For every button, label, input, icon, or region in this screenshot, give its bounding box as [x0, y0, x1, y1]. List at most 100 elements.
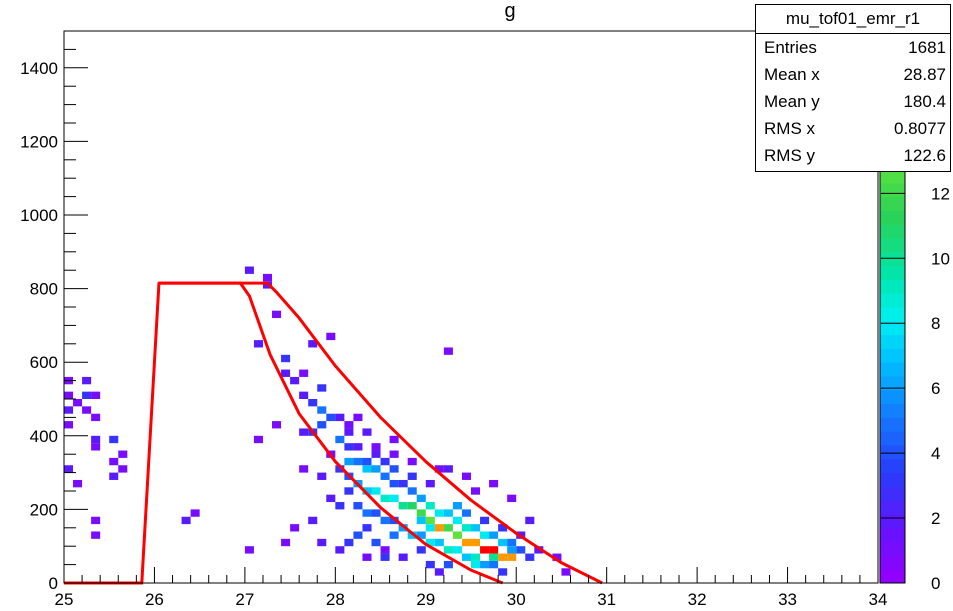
histogram-cell — [407, 502, 417, 510]
y-tick-label: 0 — [49, 574, 58, 593]
histogram-cell — [109, 472, 119, 480]
histogram-cell — [489, 479, 499, 488]
histogram-cell — [244, 546, 254, 554]
histogram-cell — [371, 443, 381, 451]
histogram-cell — [461, 472, 471, 480]
stats-label: Entries — [764, 38, 817, 57]
histogram-cell — [362, 457, 372, 466]
palette-band — [880, 527, 905, 543]
palette-band — [880, 182, 905, 198]
y-tick-label: 200 — [30, 500, 58, 519]
histogram-cell — [507, 538, 517, 547]
x-tick-label: 34 — [869, 590, 888, 609]
histogram-cell — [326, 494, 336, 503]
histogram-cell — [516, 546, 526, 554]
histogram-cell — [443, 509, 453, 517]
histogram-cell — [452, 531, 462, 539]
histogram-cell — [190, 509, 200, 517]
histogram-cell — [91, 443, 101, 451]
palette-band — [880, 362, 905, 377]
palette-band — [880, 169, 905, 184]
stats-row-mean-y: Mean y 180.4 — [756, 88, 950, 115]
stats-row-rms-x: RMS x 0.8077 — [756, 115, 950, 142]
stats-row-entries: Entries 1681 — [756, 34, 950, 61]
stats-value: 0.8077 — [894, 119, 946, 138]
histogram-cell — [362, 524, 372, 532]
palette-band — [880, 555, 905, 570]
palette-band — [880, 224, 905, 239]
histogram-cell — [91, 391, 101, 399]
palette-band — [880, 486, 905, 501]
histogram-cell — [452, 546, 462, 554]
cut-lines — [64, 281, 603, 585]
histogram-cell — [253, 340, 263, 348]
histogram-cell — [407, 472, 417, 480]
palette-band — [880, 445, 905, 460]
cut-line — [158, 281, 603, 585]
x-tick-label: 33 — [778, 590, 797, 609]
histogram-cell — [525, 553, 535, 561]
stats-row-mean-x: Mean x 28.87 — [756, 61, 950, 88]
histogram-cell — [443, 560, 453, 569]
histogram-cell — [443, 524, 453, 532]
y-tick-label: 800 — [30, 280, 58, 299]
palette-band — [880, 472, 905, 487]
histogram-cell — [335, 546, 345, 554]
histogram-cell — [443, 546, 453, 554]
x-tick-label: 25 — [55, 590, 74, 609]
histogram-cell — [416, 509, 426, 517]
histogram-cell — [434, 509, 444, 517]
histogram-cell — [461, 524, 471, 532]
histogram-cell — [498, 524, 508, 532]
histogram-cell — [317, 472, 327, 480]
palette-tick-label: 0 — [931, 574, 940, 593]
histogram-cell — [389, 494, 399, 503]
histogram-cell — [480, 531, 490, 539]
histogram-cell — [425, 524, 435, 532]
histogram-cell — [489, 531, 499, 539]
palette-band — [880, 307, 905, 322]
stats-label: RMS x — [764, 119, 815, 138]
histogram-cell — [498, 568, 508, 576]
histogram-cell — [380, 457, 390, 466]
histogram-cell — [434, 524, 444, 532]
stats-label: Mean y — [764, 92, 820, 111]
palette-band — [880, 376, 905, 391]
stats-value: 1681 — [908, 38, 946, 57]
histogram-cell — [91, 413, 101, 422]
histogram-cell — [353, 443, 363, 451]
x-tick-label: 26 — [145, 590, 164, 609]
histogram-cell — [389, 531, 399, 539]
palette-tick-label: 8 — [931, 314, 940, 333]
y-tick-label: 1400 — [20, 59, 58, 78]
histogram-cell — [471, 524, 481, 532]
histogram-cell — [434, 465, 444, 473]
histogram-cell — [362, 509, 372, 517]
histogram-cell — [507, 553, 517, 561]
y-tick-label: 600 — [30, 353, 58, 372]
histogram-cell — [335, 413, 345, 422]
histogram-cell — [299, 428, 309, 436]
histogram-cell — [82, 391, 92, 399]
palette-band — [880, 431, 905, 446]
palette-band — [880, 389, 905, 405]
histogram-cell — [489, 560, 499, 569]
histogram-cell — [82, 406, 92, 414]
histogram-cell — [317, 421, 327, 429]
palette-band — [880, 320, 905, 336]
histogram-cell — [118, 465, 128, 473]
chart-title: g — [504, 0, 516, 22]
histogram-cell — [471, 560, 481, 569]
palette-band — [880, 279, 905, 294]
histogram-cell — [389, 479, 399, 488]
palette-tick-label: 12 — [931, 184, 950, 203]
histogram-cell — [443, 465, 453, 473]
histogram-cell — [64, 391, 74, 399]
histogram-cell — [407, 457, 417, 466]
histogram-cell — [335, 435, 345, 444]
palette-band — [880, 196, 905, 211]
histogram-cell — [344, 428, 354, 436]
histogram-cell — [489, 546, 499, 554]
histogram-cell — [425, 479, 435, 488]
histogram-cell — [461, 538, 471, 547]
